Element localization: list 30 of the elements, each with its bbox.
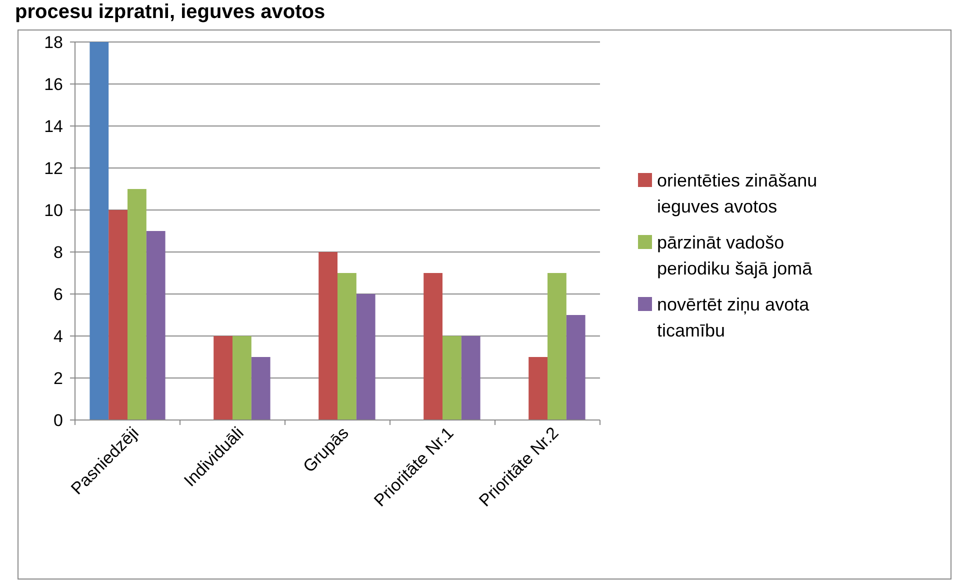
bar [461,336,480,420]
legend-label: orientēties zināšanu ieguves avotos [657,170,818,216]
y-tick-label: 0 [54,410,63,430]
y-tick-label: 2 [54,368,63,388]
y-tick-label: 14 [44,116,63,136]
bar [548,273,566,420]
bar [128,189,146,420]
y-tick-label: 6 [54,284,63,304]
bar [442,336,462,420]
y-tick-label: 4 [54,326,63,346]
y-tick-label: 16 [44,74,63,94]
legend-label: novērtēt ziņu avota ticamību [657,294,810,340]
bar [232,336,252,420]
bar [251,357,270,420]
bar [338,273,356,420]
bar [146,231,166,420]
bar [528,357,548,420]
legend-label: pārzināt vadošo periodiku šajā jomā [657,232,814,278]
y-tick-label: 18 [44,32,63,52]
y-tick-label: 8 [54,242,63,262]
bar [424,273,442,420]
bar [108,210,128,420]
bar [566,315,586,420]
bar [356,294,376,420]
y-tick-label: 10 [44,200,63,220]
bar [214,336,232,420]
bar [90,42,109,420]
chart-title: procesu izpratni, ieguves avotos [15,1,326,23]
y-tick-label: 12 [44,158,63,178]
bar [318,252,338,420]
